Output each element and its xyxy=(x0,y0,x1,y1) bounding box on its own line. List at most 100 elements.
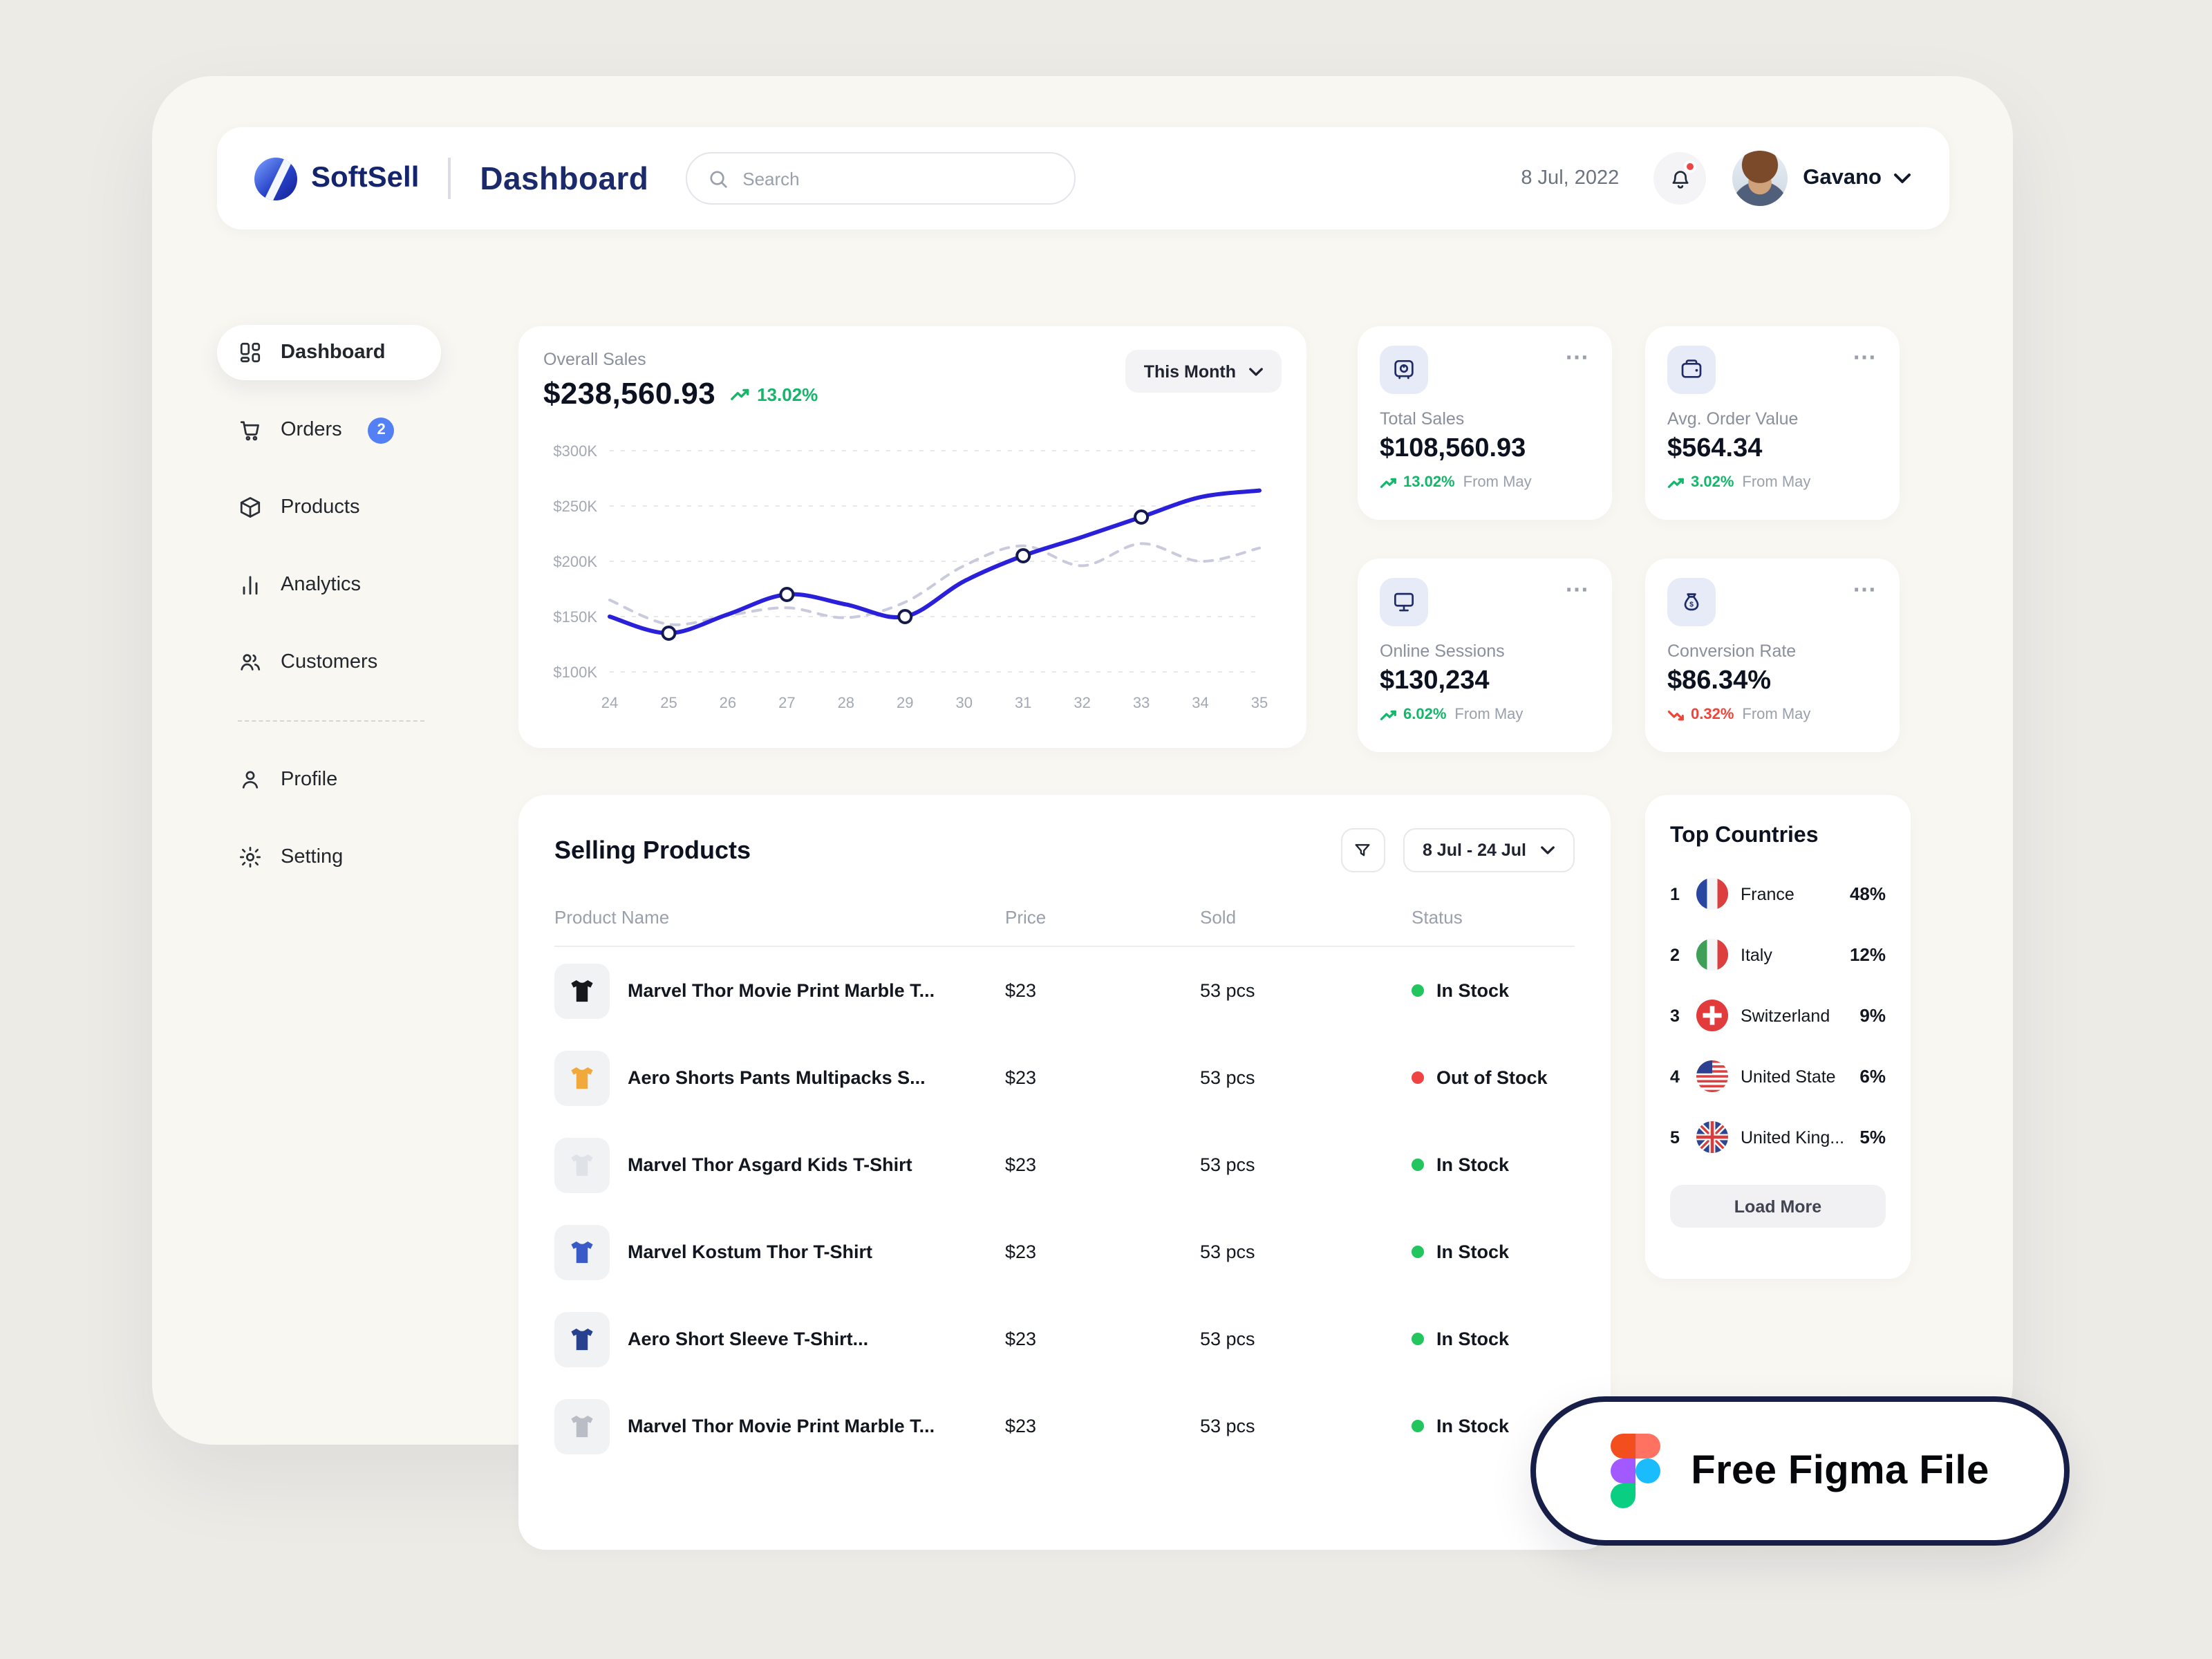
date-range-value: 8 Jul - 24 Jul xyxy=(1422,841,1526,860)
card-menu-dots-icon[interactable]: ⋯ xyxy=(1853,577,1877,603)
table-row[interactable]: Marvel Thor Asgard Kids T-Shirt $23 53 p… xyxy=(554,1121,1575,1208)
stat-change: 13.02% xyxy=(1380,474,1455,491)
status-dot xyxy=(1412,1333,1424,1345)
product-price: $23 xyxy=(1005,1329,1037,1349)
country-percent: 6% xyxy=(1859,1066,1886,1087)
sidebar-item-profile[interactable]: Profile xyxy=(217,752,441,807)
bar-chart-icon xyxy=(243,576,258,595)
sidebar-item-analytics[interactable]: Analytics xyxy=(217,557,441,612)
money-bag-icon: $ xyxy=(1667,578,1716,626)
trending-up-icon xyxy=(1667,477,1684,487)
overall-sales-value: $238,560.93 xyxy=(543,376,716,411)
product-status: In Stock xyxy=(1412,1241,1575,1262)
funnel-icon xyxy=(1356,843,1371,856)
period-selector[interactable]: This Month xyxy=(1125,350,1282,393)
product-status: In Stock xyxy=(1412,980,1575,1001)
selling-products-card: Selling Products 8 Jul - 24 Jul Product … xyxy=(518,795,1611,1550)
status-dot xyxy=(1412,1159,1424,1171)
country-percent: 48% xyxy=(1849,883,1886,904)
product-thumbnail xyxy=(554,1137,610,1192)
user-avatar[interactable] xyxy=(1732,151,1788,206)
status-dot xyxy=(1412,1071,1424,1084)
stat-value: $86.34% xyxy=(1667,666,1772,695)
sidebar-item-orders[interactable]: Orders 2 xyxy=(217,402,441,458)
notifications-button[interactable] xyxy=(1653,152,1707,205)
search-input[interactable] xyxy=(742,168,1056,189)
table-row[interactable]: Marvel Thor Movie Print Marble T... $23 … xyxy=(554,947,1575,1034)
sidebar-item-customers[interactable]: Customers xyxy=(217,635,441,690)
svg-text:25: 25 xyxy=(660,694,677,711)
brand-name-second: Sell xyxy=(367,162,420,194)
search-box[interactable] xyxy=(686,152,1076,205)
table-row[interactable]: Marvel Thor Movie Print Marble T... $23 … xyxy=(554,1382,1575,1470)
package-icon xyxy=(240,497,261,518)
product-sold: 53 pcs xyxy=(1200,1154,1255,1175)
country-percent: 9% xyxy=(1859,1005,1886,1026)
stat-change: 0.32% xyxy=(1667,706,1734,723)
column-sold: Sold xyxy=(1200,907,1237,928)
table-row[interactable]: Aero Shorts Pants Multipacks S... $23 53… xyxy=(554,1034,1575,1121)
user-menu-chevron-down-icon[interactable] xyxy=(1893,171,1912,185)
stat-note: From May xyxy=(1742,474,1811,491)
flag-switzerland-icon xyxy=(1696,1000,1728,1031)
svg-text:$250K: $250K xyxy=(553,498,597,515)
product-name: Marvel Thor Movie Print Marble T... xyxy=(628,980,935,1001)
dashboard-icon xyxy=(240,342,261,363)
overall-sales-change: 13.02% xyxy=(729,384,818,404)
brand-name-first: Soft xyxy=(311,162,368,194)
country-name: Switzerland xyxy=(1741,1006,1830,1025)
status-dot xyxy=(1412,1420,1424,1432)
load-more-button[interactable]: Load More xyxy=(1670,1185,1886,1228)
status-dot xyxy=(1412,1246,1424,1258)
product-price: $23 xyxy=(1005,1416,1037,1436)
country-name: United King... xyxy=(1741,1127,1845,1147)
svg-text:35: 35 xyxy=(1251,694,1268,711)
product-sold: 53 pcs xyxy=(1200,1067,1255,1088)
sidebar-item-setting[interactable]: Setting xyxy=(217,830,441,885)
notification-dot xyxy=(1684,160,1697,173)
sidebar-divider xyxy=(238,720,424,722)
free-figma-file-badge[interactable]: Free Figma File xyxy=(1530,1396,2070,1546)
stat-card-total-sales: ⋯ Total Sales $108,560.93 13.02% From Ma… xyxy=(1358,326,1612,520)
filter-button[interactable] xyxy=(1340,828,1385,872)
product-price: $23 xyxy=(1005,1241,1037,1262)
top-countries-card: Top Countries 1 France 48% 2 Italy 12% 3… xyxy=(1645,795,1911,1279)
country-rank: 1 xyxy=(1670,884,1680,903)
top-countries-title: Top Countries xyxy=(1670,824,1819,847)
flag-france-icon xyxy=(1696,878,1728,910)
user-icon xyxy=(242,771,259,789)
stat-card-online-sessions: ⋯ Online Sessions $130,234 6.02% From Ma… xyxy=(1358,559,1612,752)
product-status: Out of Stock xyxy=(1412,1067,1575,1088)
current-date: 8 Jul, 2022 xyxy=(1521,167,1620,189)
stat-title: Online Sessions xyxy=(1380,641,1505,661)
card-menu-dots-icon[interactable]: ⋯ xyxy=(1853,344,1877,371)
date-range-selector[interactable]: 8 Jul - 24 Jul xyxy=(1403,828,1575,872)
product-price: $23 xyxy=(1005,1154,1037,1175)
svg-text:30: 30 xyxy=(955,694,972,711)
product-sold: 53 pcs xyxy=(1200,1241,1255,1262)
status-dot xyxy=(1412,984,1424,997)
trending-up-icon xyxy=(1380,709,1396,720)
sidebar-item-label: Orders xyxy=(281,419,342,441)
stat-title: Total Sales xyxy=(1380,409,1465,429)
stat-change: 6.02% xyxy=(1380,706,1446,723)
safe-icon xyxy=(1380,346,1428,394)
orders-count-badge: 2 xyxy=(368,417,395,443)
stat-title: Avg. Order Value xyxy=(1667,409,1799,429)
product-status: In Stock xyxy=(1412,1416,1575,1436)
sidebar-item-dashboard[interactable]: Dashboard xyxy=(217,325,441,380)
table-row[interactable]: Marvel Kostum Thor T-Shirt $23 53 pcs In… xyxy=(554,1208,1575,1295)
figma-logo-icon xyxy=(1611,1434,1661,1508)
gear-icon xyxy=(240,847,261,868)
sidebar-item-label: Profile xyxy=(281,769,338,791)
overall-sales-change-value: 13.02% xyxy=(757,384,818,404)
selling-products-title: Selling Products xyxy=(554,836,751,863)
table-row[interactable]: Aero Short Sleeve T-Shirt... $23 53 pcs … xyxy=(554,1295,1575,1382)
card-menu-dots-icon[interactable]: ⋯ xyxy=(1565,577,1590,603)
stat-value: $130,234 xyxy=(1380,666,1490,695)
sidebar-item-label: Products xyxy=(281,496,360,518)
sidebar-item-products[interactable]: Products xyxy=(217,480,441,535)
stat-note: From May xyxy=(1454,706,1524,723)
card-menu-dots-icon[interactable]: ⋯ xyxy=(1565,344,1590,371)
